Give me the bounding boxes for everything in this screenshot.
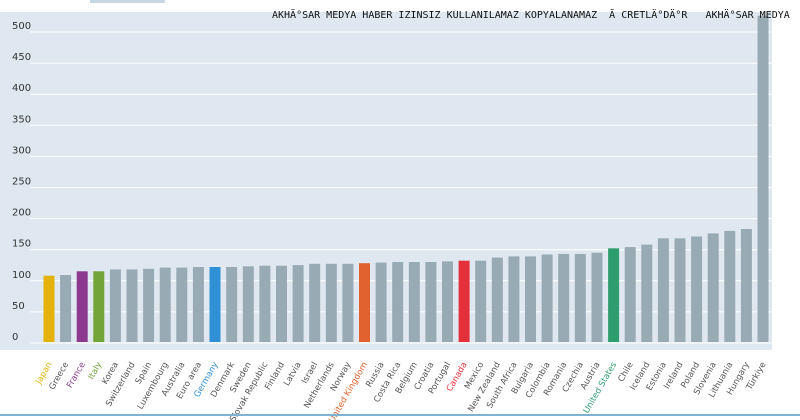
bar-mexico (475, 260, 487, 342)
y-tick-label: 500 (12, 21, 31, 32)
top-tab-strip (90, 0, 165, 3)
bar-euro-area (192, 267, 204, 342)
bar-hungary (740, 229, 752, 342)
bar-colombia (541, 254, 553, 342)
y-tick-label: 50 (12, 301, 25, 312)
bar-greece (60, 275, 72, 342)
bar-korea (109, 269, 121, 342)
bar-norway (342, 263, 354, 342)
bar-united-kingdom (359, 263, 370, 342)
bar-canada (458, 260, 470, 342)
bar-germany (209, 267, 221, 342)
bar-poland (691, 236, 703, 342)
y-tick-label: 350 (12, 114, 31, 125)
bar-new-zealand (491, 257, 503, 342)
y-tick-label: 450 (12, 52, 31, 63)
y-tick-label: 200 (12, 208, 31, 219)
bar-portugal (442, 261, 453, 342)
y-tick-label: 250 (12, 177, 31, 188)
bar-ireland (674, 238, 686, 342)
y-tick-label: 300 (12, 145, 31, 156)
bar-russia (375, 262, 387, 342)
bar-estonia (657, 238, 669, 342)
bar-luxembourg (159, 267, 171, 342)
bar-czechia (574, 253, 586, 342)
bar-italy (93, 271, 105, 342)
bar-finland (276, 265, 287, 342)
bar-austria (591, 252, 603, 342)
bar-australia (176, 267, 188, 342)
y-tick-label: 400 (12, 83, 31, 94)
bar-belgium (408, 262, 420, 342)
bar-sweden (242, 266, 254, 342)
bar-costa-rica (392, 262, 404, 342)
bar-slovenia (707, 233, 719, 342)
bar-denmark (226, 267, 238, 342)
bar-chile (624, 247, 636, 342)
y-tick-label: 100 (12, 270, 31, 281)
bar-israel (309, 263, 321, 342)
bar-croatia (425, 262, 437, 342)
y-tick-label: 150 (12, 239, 31, 250)
y-tick-label: 0 (12, 332, 18, 343)
bar-lithuania (724, 230, 736, 342)
bottom-rule (0, 414, 800, 416)
bar-japan (43, 275, 55, 342)
bar-south-africa (508, 256, 520, 342)
watermark-text: AKHÄ°SAR MEDYA HABER IZINSIZ KULLANILAMA… (272, 10, 790, 21)
bar-iceland (641, 244, 653, 342)
bar-spain (143, 268, 155, 342)
bar-switzerland (126, 269, 138, 342)
bar-france (76, 271, 88, 342)
bar-slovak-republic (259, 265, 271, 342)
bar-united-states (608, 248, 620, 342)
bar-t-rkiye (757, 15, 769, 342)
bar-romania (558, 253, 570, 342)
bar-netherlands (325, 263, 337, 342)
bar-latvia (292, 265, 304, 342)
bar-bulgaria (525, 256, 536, 342)
